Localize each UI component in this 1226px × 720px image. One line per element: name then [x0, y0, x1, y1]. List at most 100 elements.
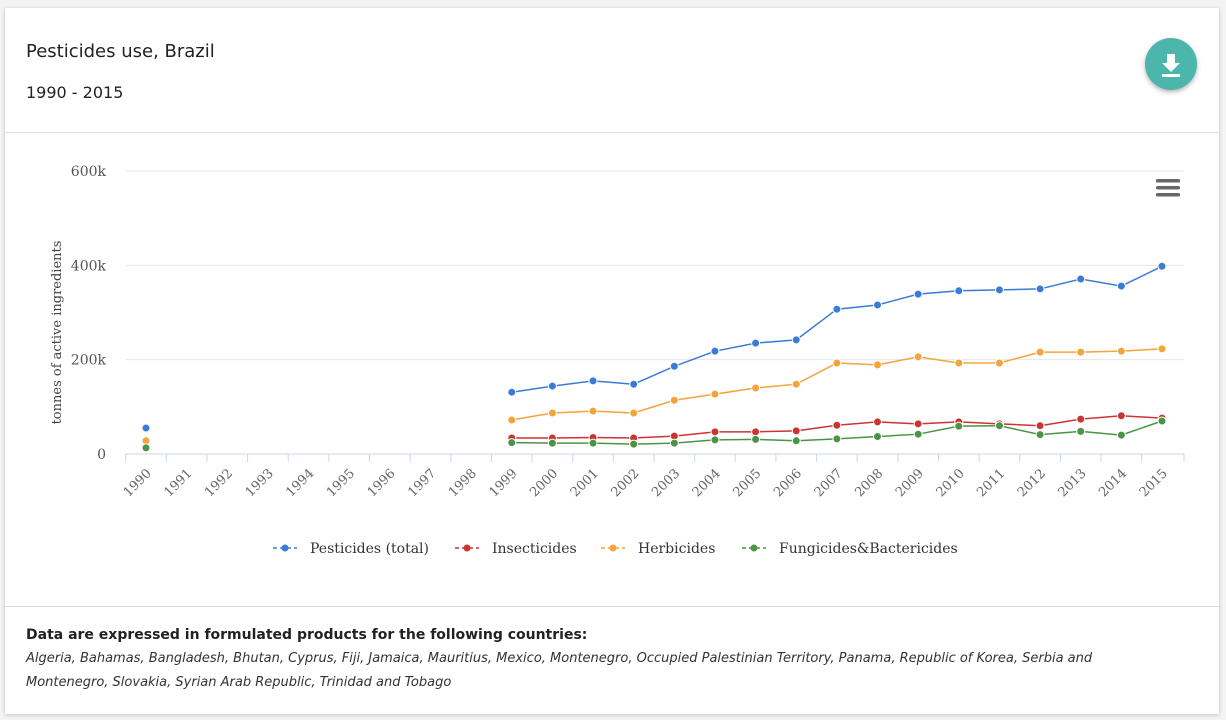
data-point[interactable] [791, 436, 801, 446]
data-point[interactable] [954, 286, 964, 296]
data-point[interactable] [994, 358, 1004, 368]
data-point[interactable] [1116, 281, 1126, 291]
data-point[interactable] [710, 346, 720, 356]
data-point[interactable] [832, 358, 842, 368]
data-point[interactable] [1076, 426, 1086, 436]
data-point[interactable] [873, 360, 883, 370]
x-tick-label: 2005 [730, 466, 764, 500]
chart-footnote: Data are expressed in formulated product… [5, 606, 1219, 715]
footnote-heading: Data are expressed in formulated product… [26, 627, 588, 643]
download-button[interactable] [1145, 38, 1197, 90]
chart-menu-button[interactable] [1156, 179, 1180, 197]
data-point[interactable] [710, 427, 720, 437]
legend-item[interactable]: Insecticides [455, 541, 577, 557]
data-point[interactable] [141, 423, 151, 433]
data-point[interactable] [751, 383, 761, 393]
x-tick-label: 1996 [365, 466, 399, 500]
data-point[interactable] [913, 289, 923, 299]
data-point[interactable] [141, 443, 151, 453]
data-point[interactable] [832, 420, 842, 430]
data-point[interactable] [994, 285, 1004, 295]
x-tick-label: 2002 [609, 466, 643, 500]
data-point[interactable] [791, 335, 801, 345]
x-tick-label: 1997 [405, 466, 439, 500]
data-point[interactable] [1116, 411, 1126, 421]
y-tick-label: 200k [71, 353, 107, 369]
data-point[interactable] [547, 381, 557, 391]
x-tick-label: 1995 [324, 466, 358, 500]
download-icon [1162, 54, 1180, 77]
data-point[interactable] [913, 419, 923, 429]
legend-item[interactable]: Fungicides&Bactericides [742, 541, 958, 557]
x-tick-label: 1993 [243, 466, 277, 500]
data-point[interactable] [588, 438, 598, 448]
legend-label: Herbicides [638, 541, 715, 557]
x-tick-label: 1990 [121, 466, 155, 500]
data-point[interactable] [751, 338, 761, 348]
data-point[interactable] [507, 387, 517, 397]
data-point[interactable] [832, 304, 842, 314]
y-tick-label: 400k [71, 258, 107, 274]
data-point[interactable] [994, 421, 1004, 431]
data-point[interactable] [1035, 430, 1045, 440]
data-point[interactable] [710, 389, 720, 399]
data-point[interactable] [1116, 346, 1126, 356]
data-point[interactable] [507, 415, 517, 425]
series-line [511, 265, 1163, 393]
data-point[interactable] [1035, 284, 1045, 294]
line-chart: 0 200k 400k 600k tonnes of active ingredient… [50, 164, 1185, 557]
data-point[interactable] [669, 361, 679, 371]
data-point[interactable] [1157, 344, 1167, 354]
x-tick-label: 1994 [283, 466, 317, 500]
data-point[interactable] [629, 439, 639, 449]
data-point[interactable] [913, 429, 923, 439]
x-tick-label: 2009 [893, 466, 927, 500]
x-tick-label: 2008 [852, 466, 886, 500]
data-point[interactable] [588, 376, 598, 386]
data-point[interactable] [547, 408, 557, 418]
data-point[interactable] [629, 379, 639, 389]
data-point[interactable] [1157, 261, 1167, 271]
data-point[interactable] [1076, 347, 1086, 357]
y-tick-label: 0 [97, 447, 106, 463]
data-point[interactable] [954, 421, 964, 431]
x-tick-label: 2014 [1096, 466, 1130, 500]
data-point[interactable] [751, 434, 761, 444]
data-point[interactable] [954, 358, 964, 368]
data-point[interactable] [832, 434, 842, 444]
data-point[interactable] [1116, 430, 1126, 440]
data-point[interactable] [1035, 421, 1045, 431]
chart-title: Pesticides use, Brazil [26, 41, 215, 62]
x-tick-label: 2013 [1056, 466, 1090, 500]
data-point[interactable] [588, 406, 598, 416]
x-tick-label: 2011 [974, 466, 1008, 500]
data-point[interactable] [791, 426, 801, 436]
data-point[interactable] [669, 395, 679, 405]
data-point[interactable] [1157, 416, 1167, 426]
x-tick-label: 2003 [649, 466, 683, 500]
x-tick-label: 2007 [812, 466, 846, 500]
data-point[interactable] [507, 438, 517, 448]
data-point[interactable] [791, 379, 801, 389]
legend-item[interactable]: Pesticides (total) [273, 541, 429, 557]
data-point[interactable] [629, 408, 639, 418]
legend-label: Fungicides&Bactericides [779, 541, 958, 557]
data-point[interactable] [1035, 347, 1045, 357]
data-point[interactable] [751, 427, 761, 437]
x-tick-label: 2015 [1137, 466, 1171, 500]
data-point[interactable] [913, 352, 923, 362]
data-point[interactable] [873, 300, 883, 310]
x-tick-label: 2004 [690, 466, 724, 500]
data-point[interactable] [1076, 274, 1086, 284]
data-point[interactable] [873, 417, 883, 427]
data-point[interactable] [873, 432, 883, 442]
data-point[interactable] [1076, 414, 1086, 424]
x-tick-label: 2010 [934, 466, 968, 500]
data-point[interactable] [710, 435, 720, 445]
data-point[interactable] [547, 438, 557, 448]
chart-subtitle: 1990 - 2015 [26, 83, 124, 102]
x-tick-label: 2006 [771, 466, 805, 500]
legend-item[interactable]: Herbicides [601, 541, 715, 557]
legend-label: Pesticides (total) [310, 541, 429, 557]
data-point[interactable] [669, 438, 679, 448]
